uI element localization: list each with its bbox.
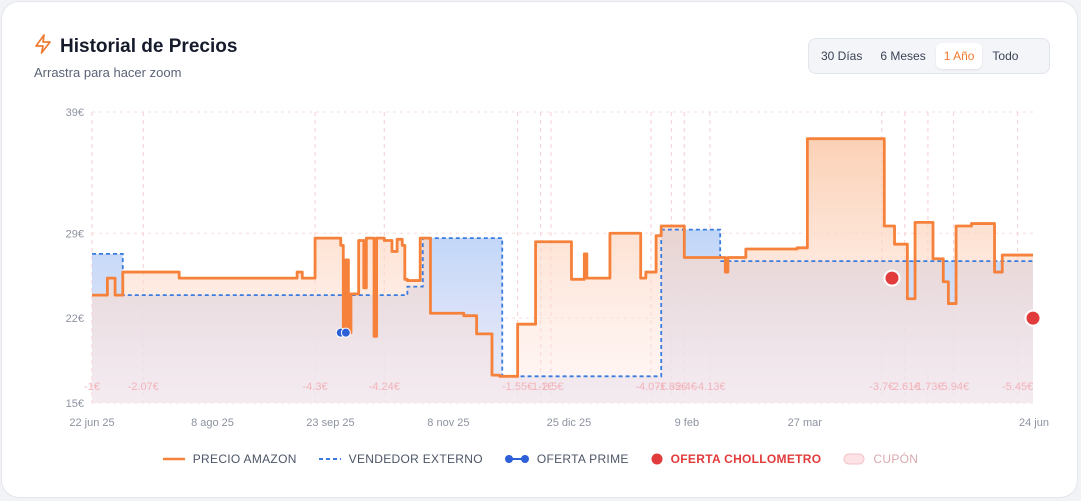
range-tab-30-dias[interactable]: 30 Días xyxy=(821,49,863,63)
x-tick-label: 8 ago 25 xyxy=(191,417,234,429)
external-seller-line xyxy=(92,228,1033,378)
legend-item-coupon[interactable]: CUPÓN xyxy=(843,452,918,466)
coupon-label: -1.1€ xyxy=(528,381,553,393)
title-row: Historial de Precios xyxy=(34,34,237,59)
legend-label-external: VENDEDOR EXTERNO xyxy=(348,452,483,466)
legend-label-amazon: PRECIO AMAZON xyxy=(192,452,297,466)
amazon-price-line xyxy=(92,137,1033,378)
range-tab-6-meses[interactable]: 6 Meses xyxy=(880,49,926,63)
chollometro-offer-point xyxy=(1024,309,1042,327)
y-tick-label: 22€ xyxy=(66,313,84,325)
x-tick-label: 27 mar xyxy=(788,417,823,429)
coupon-label: -2.5€ xyxy=(538,381,563,393)
coupon-label: -2.4€ xyxy=(672,381,697,393)
coupon-label: -1.73€ xyxy=(912,381,943,393)
x-tick-label: 24 jun xyxy=(1019,417,1049,429)
chart-title: Historial de Precios xyxy=(60,35,238,57)
x-tick-label: 8 nov 25 xyxy=(427,417,469,429)
bolt-icon xyxy=(34,34,52,59)
range-tab-1-ano[interactable]: 1 Año xyxy=(935,43,983,69)
coupon-label: -1.85€ xyxy=(656,381,687,393)
x-tick-label: 9 feb xyxy=(675,417,699,429)
coupon-label: -5.45€ xyxy=(1002,381,1033,393)
coupon-label: -2.61€ xyxy=(889,381,920,393)
amazon-area xyxy=(92,138,1033,404)
coupon-label: -4.3€ xyxy=(303,381,328,393)
x-tick-label: 22 jun 25 xyxy=(69,417,114,429)
legend-label-chollometro: OFERTA CHOLLOMETRO xyxy=(670,452,822,466)
legend-item-chollometro[interactable]: OFERTA CHOLLOMETRO xyxy=(651,452,822,466)
coupon-label: -3.7€ xyxy=(869,381,894,393)
coupon-label: -1€ xyxy=(84,381,100,393)
coupon-label: -1.55€ xyxy=(502,381,533,393)
range-tab-todo[interactable]: Todo xyxy=(992,49,1019,63)
legend-swatch-amazon xyxy=(162,457,185,461)
coupon-label: -4.24€ xyxy=(369,381,400,393)
legend-swatch-external xyxy=(318,458,341,460)
coupon-label: -2.07€ xyxy=(128,381,159,393)
legend-swatch-coupon xyxy=(843,453,865,465)
y-tick-label: 39€ xyxy=(66,107,84,119)
coupon-label: -5.94€ xyxy=(938,381,969,393)
legend-item-amazon[interactable]: PRECIO AMAZON xyxy=(162,452,297,466)
legend-swatch-chollometro xyxy=(651,453,663,465)
legend-swatch-prime xyxy=(504,455,529,463)
legend-label-prime: OFERTA PRIME xyxy=(536,452,629,466)
legend-item-external[interactable]: VENDEDOR EXTERNO xyxy=(318,452,483,466)
y-tick-label: 15€ xyxy=(66,398,84,410)
x-tick-label: 25 dic 25 xyxy=(547,417,592,429)
chart-subtitle: Arrastra para hacer zoom xyxy=(34,65,182,80)
legend-item-prime[interactable]: OFERTA PRIME xyxy=(504,452,629,466)
x-tick-label: 23 sep 25 xyxy=(306,417,354,429)
range-selector: 30 Días 6 Meses 1 Año Todo xyxy=(808,38,1050,74)
chart-legend: PRECIO AMAZON VENDEDOR EXTERNO OFERTA PR… xyxy=(0,452,1081,466)
chollometro-offer-point xyxy=(883,269,901,287)
coupon-label: -4.13€ xyxy=(694,381,725,393)
legend-label-coupon: CUPÓN xyxy=(873,452,919,466)
y-tick-label: 29€ xyxy=(66,228,84,240)
coupon-label: -4.07€ xyxy=(635,381,666,393)
prime-offer-point xyxy=(340,327,351,338)
